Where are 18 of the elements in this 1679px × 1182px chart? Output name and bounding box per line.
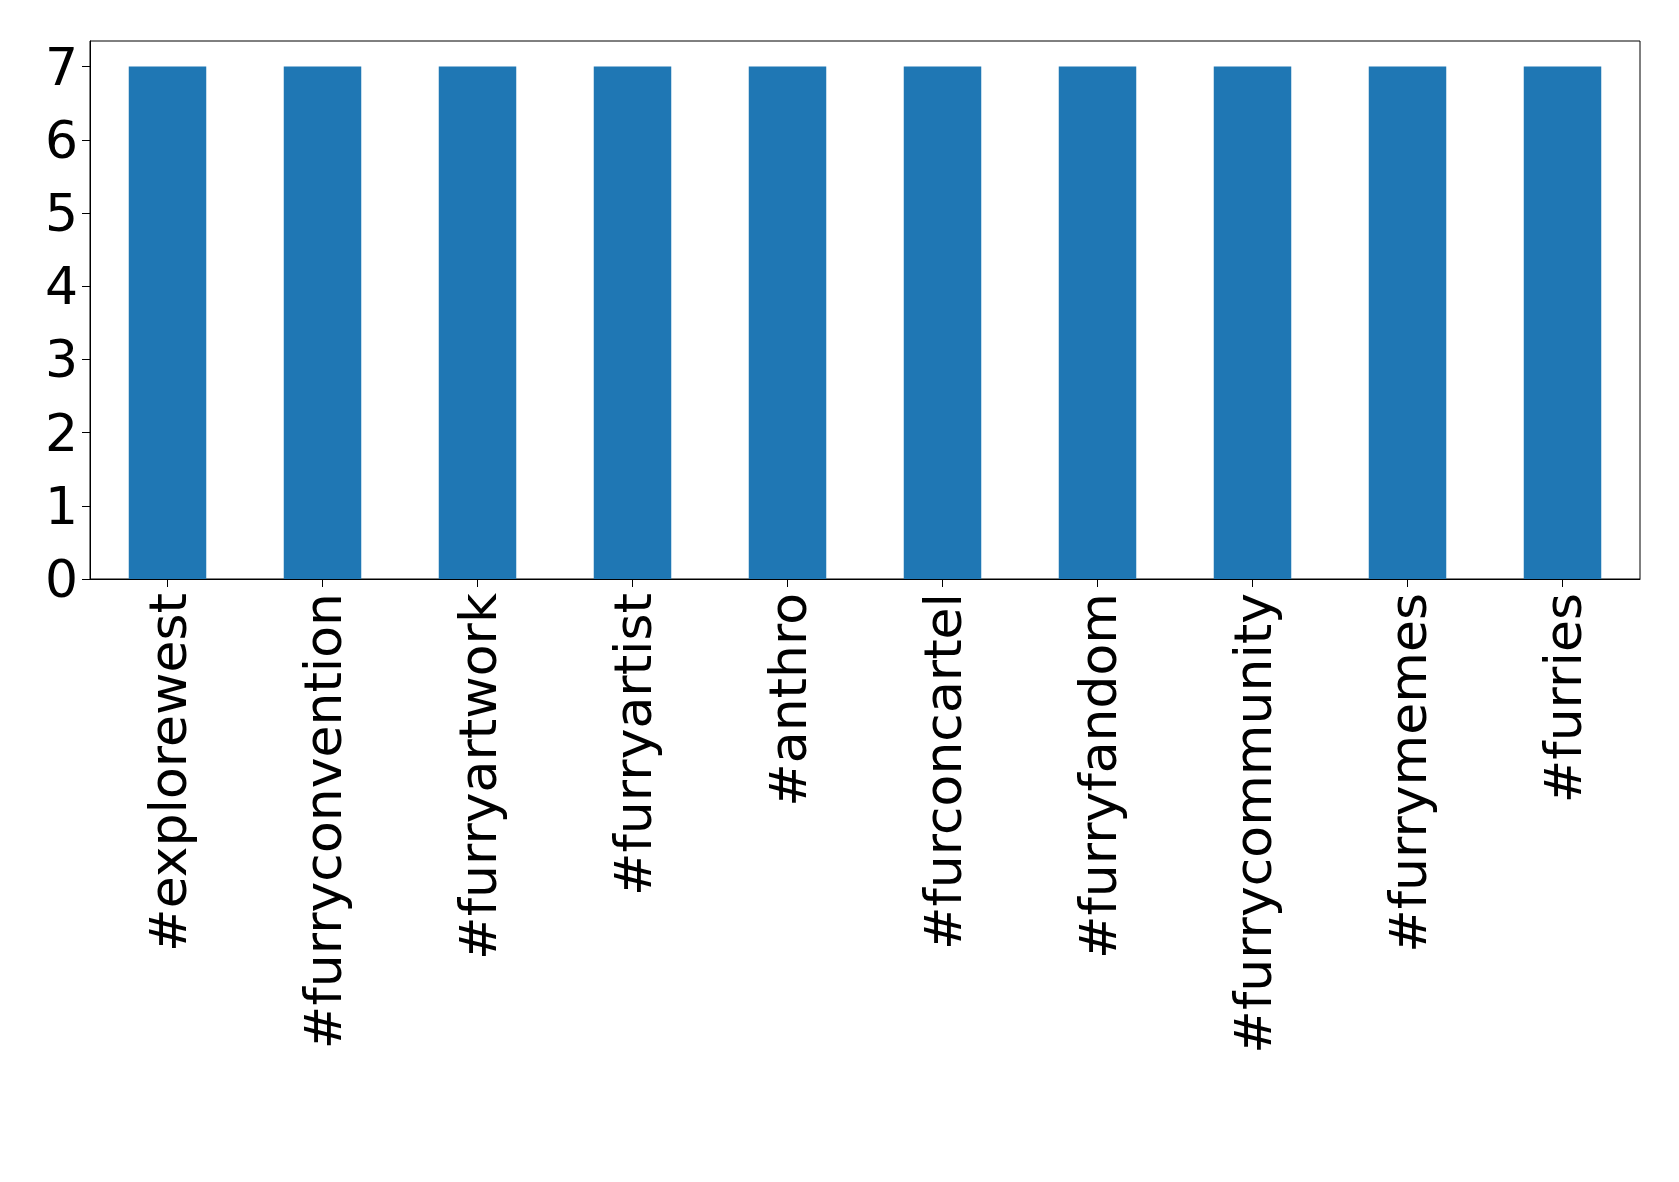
x-tick-label: #furrymemes	[1377, 593, 1438, 953]
y-tick-label: 7	[44, 36, 78, 97]
x-tick-label: #anthro	[757, 593, 818, 807]
x-tick-label: #furconcartel	[912, 593, 973, 951]
y-tick-label: 1	[44, 475, 78, 536]
x-tick-label: #furryartist	[602, 593, 663, 897]
x-tick-label: #furryartwork	[447, 593, 508, 960]
y-tick-label: 4	[44, 256, 78, 317]
y-tick-label: 5	[44, 183, 78, 244]
y-tick-label: 6	[44, 109, 78, 170]
x-tick-label: #furrycommunity	[1222, 593, 1283, 1054]
x-tick-label: #furries	[1532, 593, 1593, 804]
x-tick-label: #furryfandom	[1067, 593, 1128, 960]
x-tick-label: #furryconvention	[292, 593, 353, 1050]
y-tick-label: 0	[44, 549, 78, 609]
y-tick-label: 3	[44, 329, 78, 390]
x-tick-label: #explorewest	[137, 593, 198, 952]
y-tick-label: 2	[44, 402, 78, 463]
